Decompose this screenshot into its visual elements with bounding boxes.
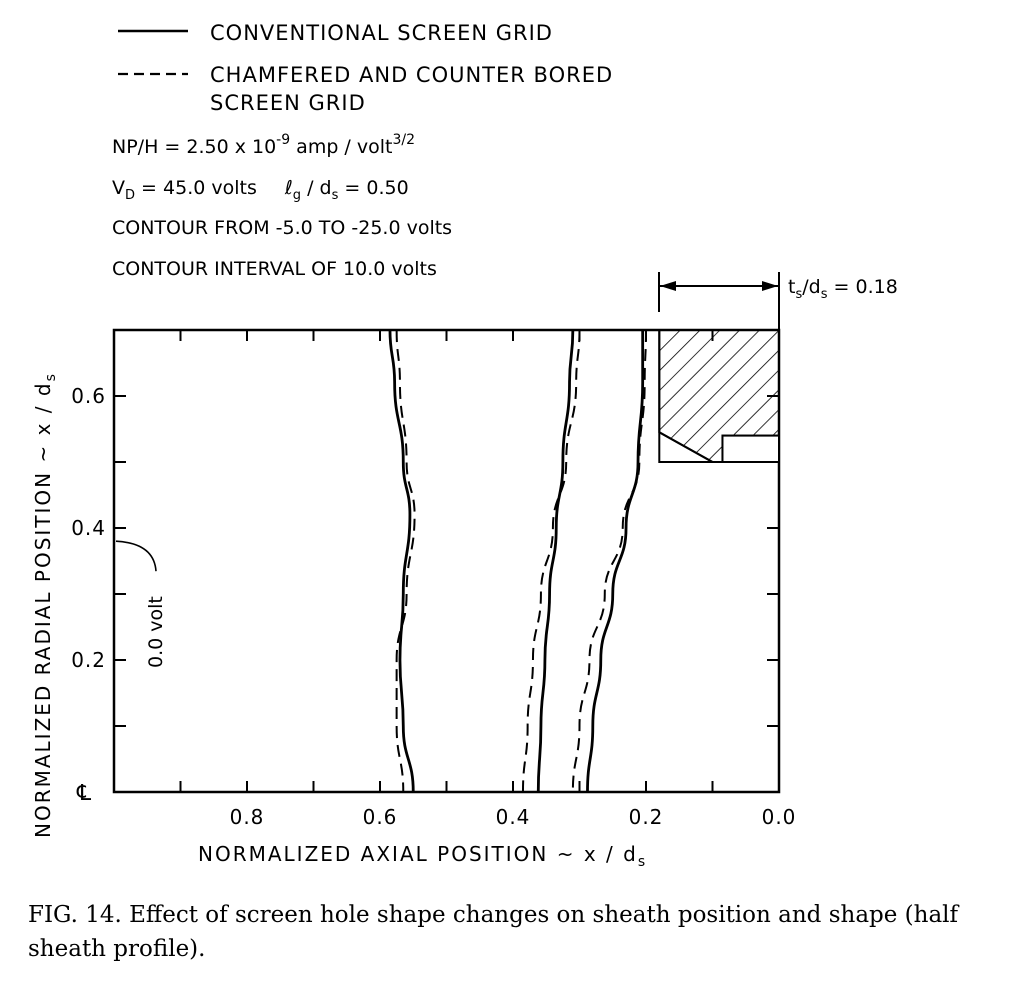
lg-value: = 0.50 bbox=[338, 177, 408, 199]
vd-sub: D bbox=[125, 188, 135, 203]
vd-value: = 45.0 volts bbox=[135, 177, 257, 199]
grid-counterbore bbox=[721, 434, 780, 464]
contour-interval-text: CONTOUR INTERVAL OF 10.0 volts bbox=[112, 258, 437, 280]
y-tick-label: 0.4 bbox=[71, 516, 106, 540]
perveance-prefix: NP/H = 2.50 x 10 bbox=[112, 136, 276, 158]
zero-volt-annotation: 0.0 volt bbox=[115, 540, 167, 668]
lg-sub: g bbox=[293, 188, 301, 203]
vd-text: VD = 45.0 volts ℓg / ds = 0.50 bbox=[112, 177, 409, 203]
thickness-value: = 0.18 bbox=[827, 276, 897, 298]
legend-chamfered-label-line2: SCREEN GRID bbox=[210, 91, 366, 115]
x-tick-label: 0.6 bbox=[363, 805, 398, 829]
thickness-label: ts/ds = 0.18 bbox=[788, 276, 898, 302]
thickness-annotation: ts/ds = 0.18 bbox=[658, 272, 898, 330]
chamfered-contour-line bbox=[395, 329, 416, 793]
thickness-slash: /d bbox=[802, 276, 820, 298]
figure-caption: FIG. 14. Effect of screen hole shape cha… bbox=[28, 902, 959, 962]
x-tick-label: 0.2 bbox=[629, 805, 664, 829]
y-tick-label: 0.2 bbox=[71, 648, 106, 672]
lg-slash: / d bbox=[301, 177, 332, 199]
zero-volt-label: 0.0 volt bbox=[145, 596, 167, 668]
thickness-arrow-left bbox=[660, 281, 676, 291]
contour-range-text: CONTOUR FROM -5.0 TO -25.0 volts bbox=[112, 217, 452, 239]
conventional-contour-line bbox=[586, 330, 645, 793]
legend: CONVENTIONAL SCREEN GRID CHAMFERED AND C… bbox=[118, 21, 613, 115]
thickness-sub2: s bbox=[821, 287, 828, 302]
y-axis-title-text: NORMALIZED RADIAL POSITION ~ x / d bbox=[31, 381, 55, 838]
lg-sub2: s bbox=[332, 188, 339, 203]
vd-prefix: V bbox=[112, 177, 125, 199]
x-tick-label: 0.4 bbox=[496, 805, 531, 829]
lg-symbol: ℓ bbox=[284, 177, 293, 199]
centerline-symbol: ℄ bbox=[76, 781, 92, 806]
parameters: NP/H = 2.50 x 10-9 amp / volt3/2 VD = 45… bbox=[112, 132, 452, 280]
zero-volt-leader bbox=[115, 540, 157, 572]
x-tick-label: 0.8 bbox=[230, 805, 265, 829]
perveance-unit: amp / volt bbox=[290, 136, 392, 158]
x-axis-title: NORMALIZED AXIAL POSITION ~ x / ds bbox=[198, 842, 647, 870]
conventional-contour-line bbox=[388, 329, 415, 793]
grid-chamfer-edge bbox=[658, 431, 713, 463]
screen-grid-cross-section bbox=[658, 329, 780, 464]
x-axis-title-text: NORMALIZED AXIAL POSITION ~ x / d bbox=[198, 842, 638, 866]
y-tick-label: 0.6 bbox=[71, 384, 106, 408]
chamfered-contour-line bbox=[521, 329, 581, 793]
perveance-text: NP/H = 2.50 x 10-9 amp / volt3/2 bbox=[112, 132, 415, 158]
axis-ticks: 0.8 0.6 0.4 0.2 0.0 0.6 0.4 0.2 bbox=[71, 330, 797, 829]
y-axis-title-sub: s bbox=[43, 372, 59, 381]
thickness-sub1: s bbox=[795, 287, 802, 302]
y-axis-title: NORMALIZED RADIAL POSITION ~ x / ds bbox=[31, 372, 59, 838]
chamfered-contour-line bbox=[571, 329, 647, 793]
perveance-exp: -9 bbox=[276, 132, 290, 148]
contour-lines bbox=[388, 329, 647, 793]
legend-conventional-label: CONVENTIONAL SCREEN GRID bbox=[210, 21, 553, 45]
thickness-prefix: t bbox=[788, 276, 795, 298]
perveance-unit-exp: 3/2 bbox=[392, 132, 415, 148]
thickness-arrow-right bbox=[762, 281, 778, 291]
conventional-contour-line bbox=[536, 329, 575, 793]
x-axis-title-sub: s bbox=[638, 854, 647, 870]
x-tick-label: 0.0 bbox=[762, 805, 797, 829]
legend-chamfered-label-line1: CHAMFERED AND COUNTER BORED bbox=[210, 63, 613, 87]
